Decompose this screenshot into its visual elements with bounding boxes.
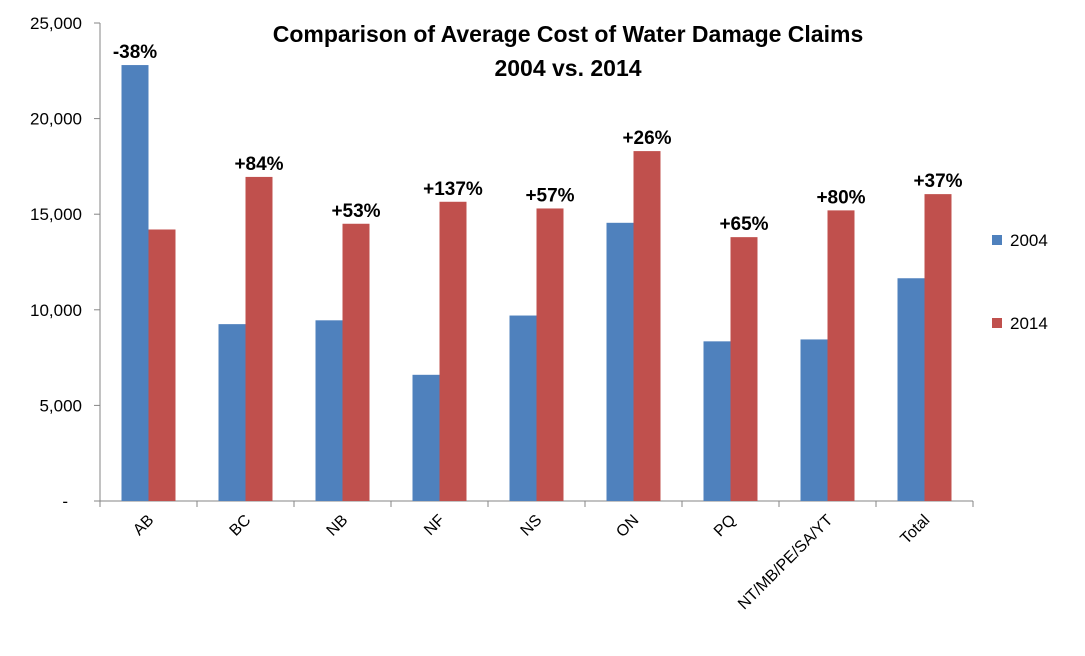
bar-2014-total [924,194,952,501]
x-tick-label: ON [613,512,642,541]
bar-2004-pq [703,341,731,501]
x-tick-label: NS [518,512,546,540]
x-tick-label: Total [897,512,933,548]
bar-2004-on [606,222,634,501]
y-tick-label: 15,000 [30,205,82,224]
change-label: +80% [816,187,865,208]
bar-2004-ab [121,65,149,502]
change-label: +53% [331,201,380,222]
bar-2004-nf [412,374,440,501]
bar-2014-nf [439,201,467,501]
y-tick-label: 10,000 [30,301,82,320]
change-label: +37% [913,171,962,192]
bar-2004-bc [218,324,246,501]
bar-2014-pq [730,237,758,502]
x-tick-label: NB [324,512,352,540]
chart-title-line-2: 2004 vs. 2014 [494,55,641,81]
legend-swatch-2014 [992,318,1002,328]
change-label: -38% [113,42,157,63]
legend-swatch-2004 [992,235,1002,245]
y-tick-label: 5,000 [39,396,82,415]
change-label: +26% [622,128,671,149]
change-label: +137% [423,179,483,200]
bar-2014-ab [148,229,176,501]
x-tick-label: AB [130,512,157,539]
chart-title-line-1: Comparison of Average Cost of Water Dama… [273,21,863,47]
bar-2014-bc [245,176,273,501]
x-tick-label: NF [421,512,448,539]
bar-2014-nb [342,223,370,501]
bar-2014-ns [536,208,564,502]
bar-2014-nt-mb-pe-sa-yt [827,210,855,501]
bar-2004-nt-mb-pe-sa-yt [800,339,828,501]
legend-label-2004: 2004 [1010,231,1048,250]
y-tick-label: 25,000 [30,14,82,33]
change-label: +84% [234,154,283,175]
bar-2014-on [633,151,661,501]
x-tick-label: BC [227,512,255,540]
bar-2004-ns [509,315,537,501]
change-label: +57% [525,185,574,206]
y-tick-label: 20,000 [30,110,82,129]
x-tick-label: NT/MB/PE/SA/YT [735,512,836,613]
y-tick-label: - [62,492,68,511]
x-tick-label: PQ [711,512,739,540]
change-label: +65% [719,214,768,235]
legend-label-2014: 2014 [1010,314,1048,333]
bar-2004-nb [315,320,343,501]
bar-2004-total [897,278,925,501]
